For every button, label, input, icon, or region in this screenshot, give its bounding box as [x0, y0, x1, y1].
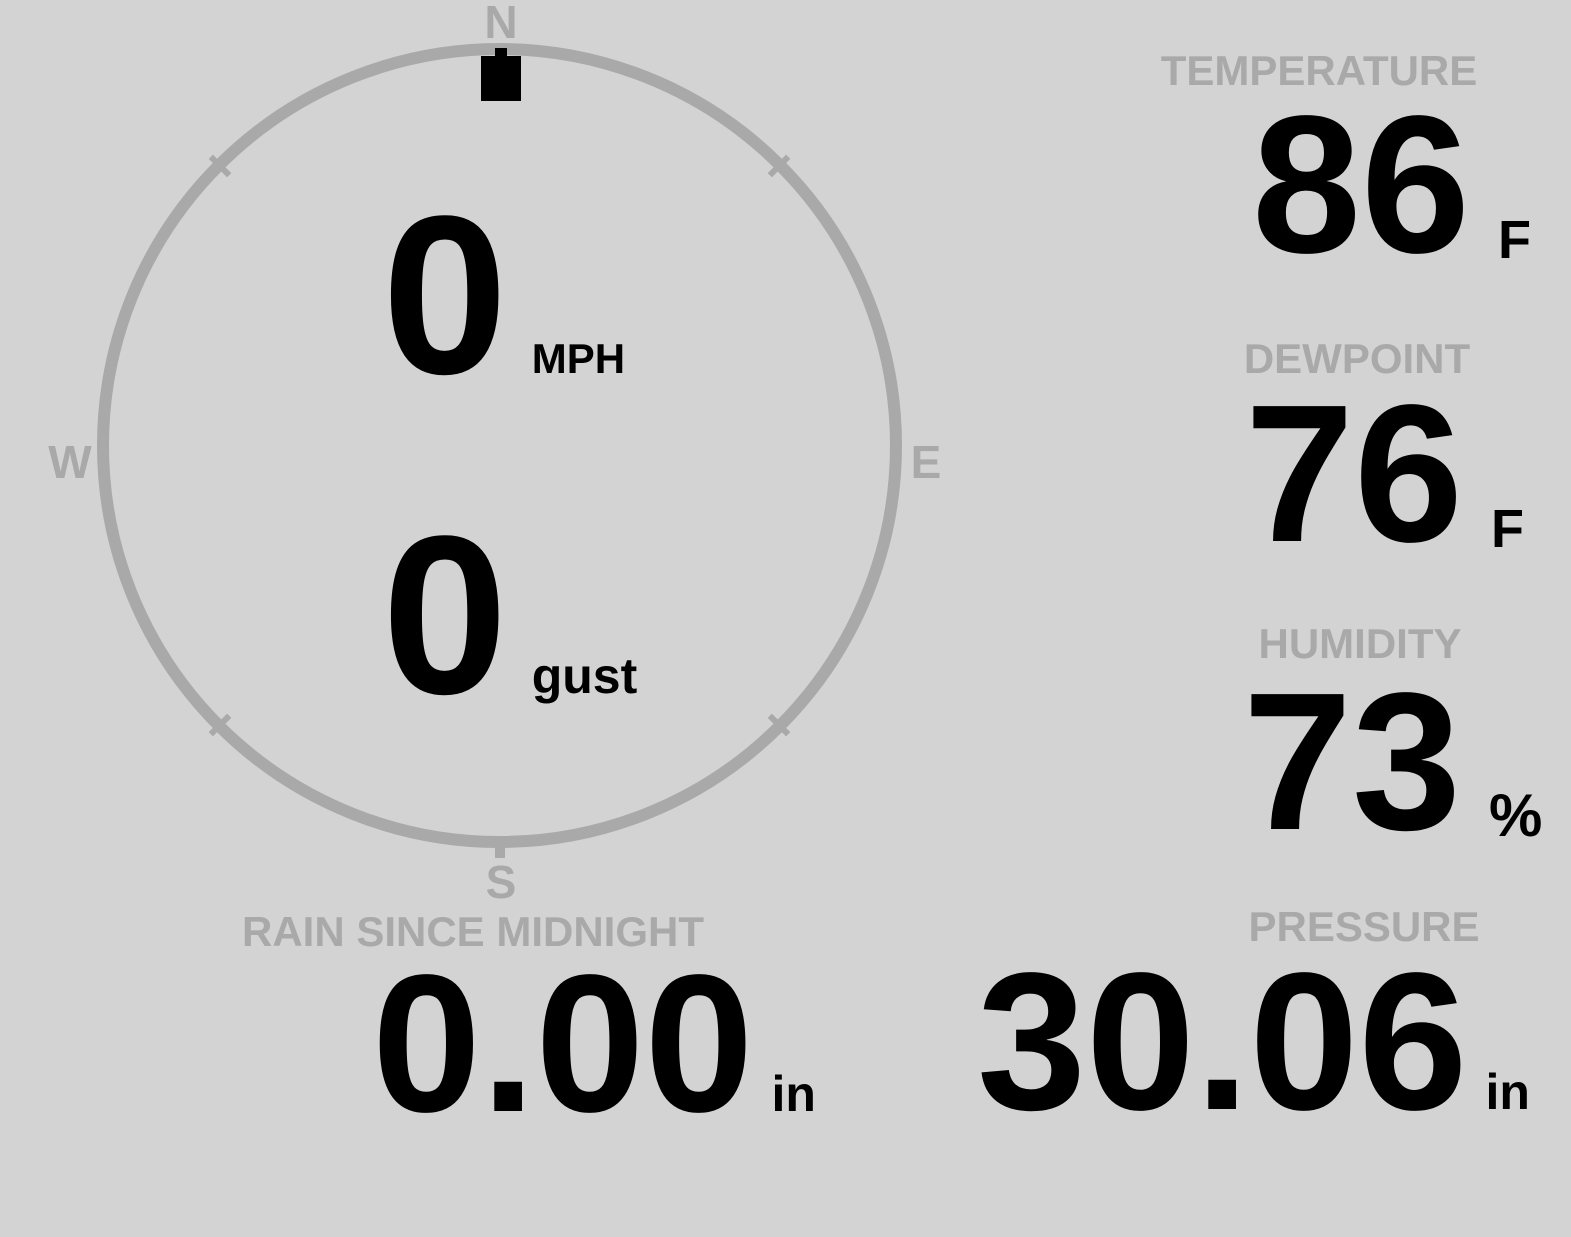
compass-label-south: S: [485, 856, 517, 908]
temperature-label: TEMPERATURE: [1160, 47, 1478, 94]
wind-speed-row: 0 MPH: [382, 182, 625, 408]
rain-unit: in: [771, 1066, 816, 1122]
temperature-value: 86: [1252, 75, 1471, 294]
dewpoint-unit: F: [1491, 499, 1525, 559]
wind-gust-row: 0 gust: [382, 502, 637, 728]
wind-speed-unit: MPH: [531, 335, 626, 382]
compass-tick-s: [495, 844, 505, 858]
pressure-unit: in: [1485, 1064, 1530, 1120]
humidity-unit: %: [1489, 782, 1543, 849]
wind-speed-value: 0: [382, 168, 508, 421]
pressure-value: 30.06: [977, 932, 1468, 1151]
dewpoint-label: DEWPOINT: [1243, 335, 1471, 382]
compass-label-west: W: [48, 436, 92, 488]
wind-direction-marker: [481, 48, 521, 101]
dewpoint-value: 76: [1245, 364, 1464, 583]
pressure-value-row: 30.06 in: [977, 944, 1530, 1140]
rain-value-row: 0.00 in: [372, 946, 816, 1142]
humidity-value-row: 73 %: [1243, 664, 1542, 860]
humidity-label: HUMIDITY: [1258, 620, 1462, 667]
humidity-value: 73: [1243, 652, 1462, 871]
pressure-label: PRESSURE: [1248, 903, 1480, 950]
dewpoint-value-row: 76 F: [1245, 376, 1524, 572]
compass-label-north: N: [484, 0, 518, 48]
temperature-unit: F: [1498, 210, 1532, 270]
compass-label-east: E: [910, 436, 942, 488]
wind-gust-unit: gust: [531, 648, 638, 704]
temperature-value-row: 86 F: [1252, 87, 1531, 283]
wind-gust-value: 0: [382, 488, 508, 741]
rain-label: RAIN SINCE MIDNIGHT: [242, 908, 704, 955]
rain-value: 0.00: [372, 934, 754, 1153]
